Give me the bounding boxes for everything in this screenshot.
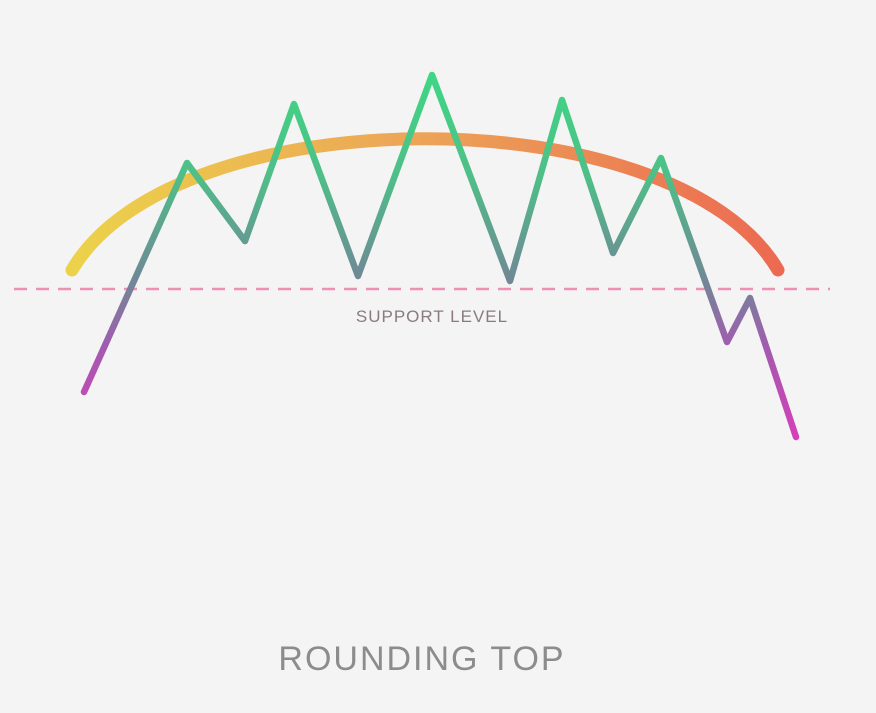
price-line: [80, 71, 800, 441]
rounding-arc: [65, 132, 785, 277]
diagram-title: ROUNDING TOP: [278, 640, 565, 678]
support-level-label: SUPPORT LEVEL: [356, 307, 508, 326]
